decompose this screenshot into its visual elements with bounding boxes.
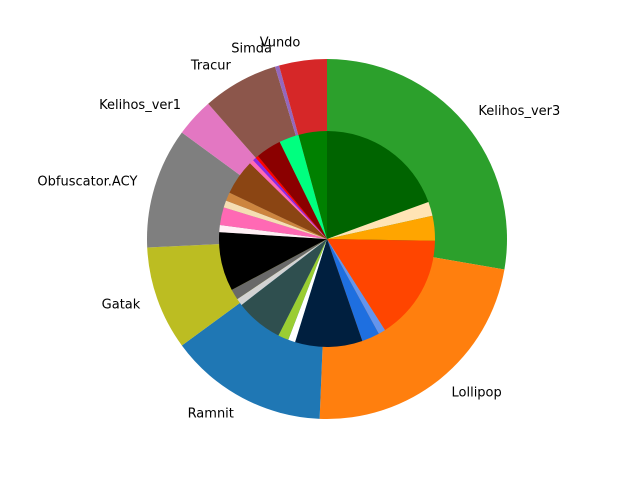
inner-wedge-10 bbox=[237, 239, 327, 305]
inner-ring bbox=[219, 131, 435, 347]
inner-wedge-23 bbox=[298, 131, 327, 239]
inner-wedge-5 bbox=[327, 239, 379, 342]
inner-wedge-15 bbox=[223, 200, 327, 239]
label-tracur: Tracur bbox=[190, 58, 232, 73]
inner-wedge-18 bbox=[250, 160, 327, 239]
inner-wedge-2 bbox=[327, 215, 435, 241]
inner-wedge-19 bbox=[253, 157, 327, 239]
inner-wedge-22 bbox=[279, 134, 327, 239]
inner-wedge-11 bbox=[231, 239, 327, 300]
inner-wedge-14 bbox=[219, 207, 327, 239]
inner-wedge-16 bbox=[226, 192, 327, 239]
label-vundo: Vundo bbox=[260, 35, 301, 50]
inner-wedge-4 bbox=[327, 239, 385, 334]
inner-wedge-8 bbox=[278, 239, 327, 340]
inner-wedge-12 bbox=[219, 232, 327, 290]
label-ramnit: Ramnit bbox=[188, 406, 234, 421]
label-gatak: Gatak bbox=[102, 298, 141, 313]
inner-wedge-0 bbox=[327, 131, 429, 239]
inner-wedge-17 bbox=[229, 163, 327, 239]
label-kelihos-ver1: Kelihos_ver1 bbox=[99, 98, 181, 113]
wedge-labels: Kelihos_ver3 Lollipop Ramnit Gatak Obfuscato… bbox=[37, 35, 560, 421]
label-lollipop: Lollipop bbox=[452, 386, 502, 401]
inner-wedge-1 bbox=[327, 201, 433, 239]
inner-wedge-21 bbox=[257, 141, 327, 239]
label-kelihos-ver3: Kelihos_ver3 bbox=[478, 104, 560, 119]
inner-wedge-7 bbox=[288, 239, 327, 343]
label-obfuscator-acy: Obfuscator.ACY bbox=[37, 174, 137, 189]
inner-wedge-13 bbox=[219, 224, 327, 239]
inner-wedge-3 bbox=[327, 239, 435, 331]
inner-wedge-6 bbox=[295, 239, 363, 347]
inner-wedge-9 bbox=[241, 239, 327, 336]
label-simda: Simda bbox=[231, 41, 272, 56]
inner-wedge-20 bbox=[255, 155, 327, 239]
